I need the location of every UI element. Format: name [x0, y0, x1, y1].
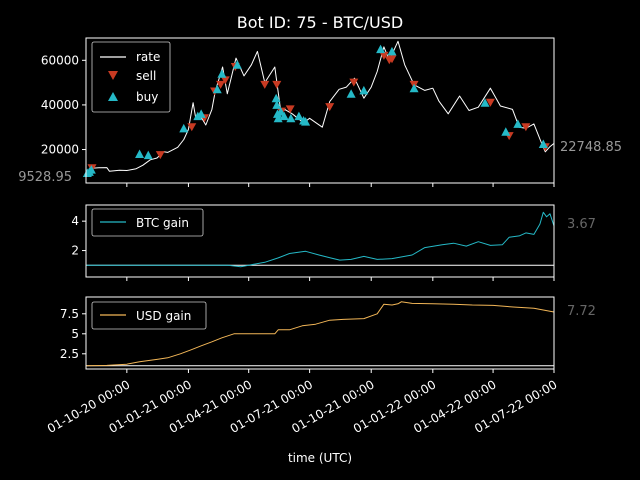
buy-marker — [272, 100, 282, 109]
sell-marker — [260, 80, 270, 89]
sell-marker — [155, 151, 165, 160]
sell-marker — [387, 55, 397, 64]
buy-marker — [513, 119, 523, 128]
price-legend: rate sell buy — [91, 41, 171, 113]
buy-marker — [179, 123, 189, 133]
buy-marker — [135, 149, 145, 158]
buy-marker — [279, 111, 289, 121]
sell-marker — [187, 123, 197, 132]
usd-legend: USD gain — [91, 301, 207, 330]
btc-gain-ytick-label: 2 — [71, 244, 79, 258]
legend-rate-label: rate — [136, 50, 160, 64]
buy-marker — [346, 89, 356, 98]
buy-marker — [480, 98, 490, 107]
sell-marker — [220, 76, 230, 85]
legend-sell-swatch — [108, 71, 118, 80]
sell-marker — [485, 98, 495, 107]
btc-legend-box — [91, 208, 204, 237]
buy-marker — [212, 84, 222, 94]
buy-marker — [501, 127, 511, 136]
buy-marker — [143, 150, 153, 160]
legend-btc-label: BTC gain — [136, 216, 189, 230]
buy-marker — [301, 117, 311, 126]
price-ytick-label: 40000 — [41, 98, 79, 112]
buy-marker — [409, 83, 419, 93]
price-axes-frame — [85, 37, 555, 184]
usd-gain-axes-frame — [85, 296, 555, 370]
buy-marker — [376, 44, 386, 54]
buy-marker — [232, 60, 242, 69]
price-end-annotation: 22748.85 — [560, 140, 622, 155]
sell-marker — [349, 78, 359, 87]
sell-marker — [285, 105, 295, 114]
buy-marker — [359, 85, 369, 95]
usd-legend-box — [91, 301, 207, 330]
sell-marker — [379, 51, 389, 60]
sell-marker — [521, 123, 531, 132]
usd-gain-ytick-label: 5 — [71, 327, 79, 341]
figure-title: Bot ID: 75 - BTC/USD — [237, 13, 404, 32]
legend-buy-label: buy — [136, 90, 158, 104]
btc-legend: BTC gain — [91, 208, 204, 237]
sell-marker — [216, 80, 226, 89]
buy-marker — [86, 165, 96, 174]
x-axis-label: time (UTC) — [288, 451, 352, 465]
usd-gain-ytick-label: 7.5 — [60, 307, 79, 321]
price-start-annotation: 9528.95 — [18, 170, 72, 185]
buy-marker — [387, 46, 397, 56]
legend-buy-swatch — [108, 92, 118, 101]
usd-gain-panel: 2.5 5 7.5 — [60, 296, 555, 370]
price-ytick-label: 20000 — [41, 143, 79, 157]
btc-gain-ytick-label: 4 — [71, 214, 79, 228]
usd-end-annotation: 7.72 — [567, 304, 596, 319]
price-legend-box — [91, 41, 171, 113]
usd-gain-series-usd-gain — [85, 301, 555, 367]
btc-gain-series-btc-gain — [86, 211, 555, 268]
buy-marker — [294, 111, 304, 121]
btc-end-annotation: 3.67 — [567, 217, 596, 232]
price-panel: 20000 40000 60000 — [41, 37, 555, 184]
buy-marker — [276, 107, 286, 116]
buy-marker — [271, 93, 281, 103]
buy-marker — [217, 69, 227, 78]
sell-marker — [272, 80, 282, 89]
legend-sell-label: sell — [136, 69, 156, 83]
btc-gain-axes-frame — [85, 204, 555, 278]
usd-gain-ytick-label: 2.5 — [60, 347, 79, 361]
buy-marker — [273, 113, 283, 123]
buy-marker — [196, 109, 206, 118]
sell-marker — [325, 103, 335, 112]
buy-marker — [286, 113, 296, 123]
price-ytick-label: 60000 — [41, 53, 79, 67]
buy-marker — [538, 139, 548, 148]
btc-gain-panel: 24 — [71, 204, 555, 278]
legend-usd-label: USD gain — [136, 309, 191, 323]
